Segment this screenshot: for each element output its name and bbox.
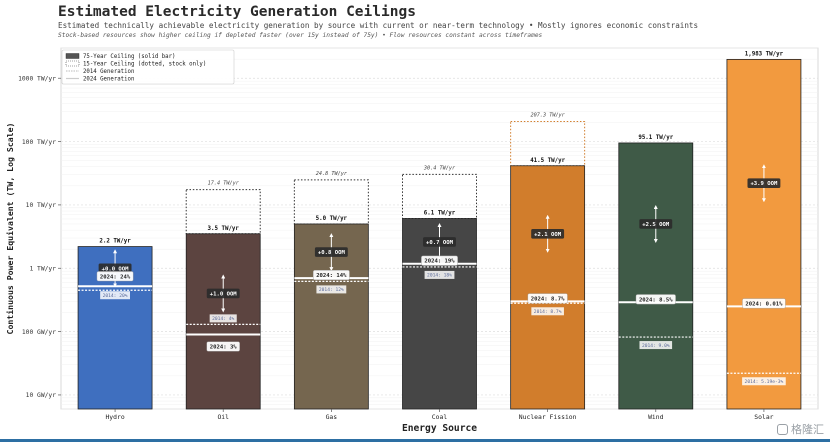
x-tick-label: Coal	[432, 413, 448, 421]
bar-ceiling-label: 95.1 TW/yr	[638, 135, 673, 141]
growth-label: +3.9 OOM	[750, 181, 778, 187]
gen-2024-label-box	[313, 270, 350, 281]
gen-2014-label: 2014: 4%	[212, 316, 234, 322]
growth-label-box	[423, 237, 456, 247]
gen-2024-label: 2024: 19%	[424, 259, 455, 265]
watermark: 格隆汇	[777, 421, 824, 437]
growth-label: +0.8 OOM	[318, 250, 346, 256]
gen-2014-label-box	[742, 377, 786, 386]
y-tick-label: 10 TW/yr	[26, 202, 57, 209]
growth-label: +0.7 OOM	[426, 240, 454, 246]
gen-2024-label-box	[421, 255, 458, 266]
gen-2024-label-box	[635, 294, 676, 305]
legend-box	[61, 49, 235, 85]
bar-wind	[618, 142, 694, 410]
gen-2024-label: 2024: 3%	[210, 345, 238, 351]
gen-2014-label-box	[209, 314, 237, 323]
gen-2014-label-box	[639, 341, 673, 350]
gen-2024-label: 2024: 8.5%	[639, 297, 673, 303]
bar-solar	[726, 58, 802, 410]
growth-label-box	[639, 219, 673, 229]
bar-nuclear-fission	[510, 165, 586, 410]
gen-2014-label-box	[531, 307, 564, 316]
bar-15y-ceiling	[293, 179, 369, 225]
legend-label: 75-Year Ceiling (solid bar)	[83, 54, 175, 60]
gen-2014-label: 2014: 18%	[427, 273, 452, 279]
legend-label: 15-Year Ceiling (dotted, stock only)	[83, 62, 206, 68]
gen-2014-label-box	[316, 285, 347, 294]
y-tick-label: 10 GW/yr	[26, 392, 57, 399]
y-tick-label: 100 GW/yr	[22, 329, 56, 336]
growth-label-box	[747, 178, 781, 189]
gen-2024-label-box	[742, 298, 786, 309]
growth-label: +2.5 OOM	[642, 222, 670, 228]
bar-15y-label: 17.4 TW/yr	[208, 181, 240, 187]
bar-ceiling-label: 5.0 TW/yr	[316, 216, 348, 222]
x-tick-label: Wind	[648, 413, 664, 421]
gen-2024-label: 2024: 24%	[100, 274, 131, 280]
gen-2024-label-box	[96, 271, 134, 282]
y-axis-label: Continuous Power Equivalent (TW, Log Sca…	[5, 123, 15, 335]
y-tick-label: 1000 TW/yr	[18, 76, 56, 83]
growth-label: +1.0 OOM	[210, 291, 238, 297]
bar-ceiling-label: 41.5 TW/yr	[530, 158, 565, 164]
gen-2024-label: 2024: 14%	[316, 273, 347, 279]
legend-swatch-dotted	[65, 60, 80, 67]
growth-label-box	[314, 247, 348, 257]
chart-subtitle: Estimated technically achievable electri…	[58, 21, 699, 30]
bar-15y-label: 24.8 TW/yr	[316, 171, 348, 177]
gen-2024-label: 2024: 8.7%	[531, 296, 565, 302]
gen-2014-label: 2014: 9.0%	[642, 343, 670, 349]
legend-swatch-solid	[65, 53, 80, 59]
legend-label: 2014 Generation	[83, 69, 134, 75]
bar-15y-label: 207.3 TW/yr	[530, 113, 565, 119]
gen-2024-label: 2024: 0.01%	[745, 301, 783, 307]
x-tick-label: Oil	[217, 413, 229, 421]
chart-note: Stock-based resources show higher ceilin…	[58, 32, 543, 39]
gen-2014-label: 2014: 20%	[103, 293, 128, 299]
x-tick-label: Gas	[326, 413, 338, 421]
gen-2024-label-box	[206, 341, 240, 352]
gen-2024-label-box	[527, 293, 568, 304]
growth-label: +2.1 OOM	[534, 232, 562, 238]
bar-ceiling-label: 3.5 TW/yr	[208, 226, 240, 232]
x-tick-label: Nuclear Fission	[519, 413, 577, 421]
x-tick-label: Solar	[754, 413, 773, 421]
y-tick-label: 100 TW/yr	[22, 139, 56, 146]
x-tick-label: Hydro	[105, 413, 124, 421]
x-axis-label: Energy Source	[402, 423, 477, 434]
bar-ceiling-label: 1,983 TW/yr	[745, 51, 784, 57]
y-tick-label: 1 TW/yr	[29, 266, 56, 273]
bar-15y-label: 30.4 TW/yr	[423, 165, 456, 171]
growth-label: +0.0 OOM	[102, 266, 130, 272]
gen-2014-label: 2014: 12%	[319, 287, 344, 293]
gen-2014-label-box	[100, 291, 130, 300]
growth-label-box	[98, 263, 132, 274]
bottom-accent-bar	[0, 439, 830, 442]
bar-ceiling-label: 6.1 TW/yr	[424, 211, 456, 217]
chart-title: Estimated Electricity Generation Ceiling…	[58, 4, 416, 20]
gen-2014-label-box	[424, 270, 455, 279]
legend-label: 2024 Generation	[83, 77, 134, 83]
growth-label-box	[531, 228, 565, 239]
watermark-text: 格隆汇	[791, 423, 824, 436]
growth-label-box	[206, 288, 240, 299]
gen-2014-label: 2014: 5.19e-3%	[745, 379, 784, 385]
gen-2014-label: 2014: 8.7%	[534, 309, 562, 315]
logo-icon	[777, 424, 788, 435]
bar-ceiling-label: 2.2 TW/yr	[99, 239, 131, 245]
